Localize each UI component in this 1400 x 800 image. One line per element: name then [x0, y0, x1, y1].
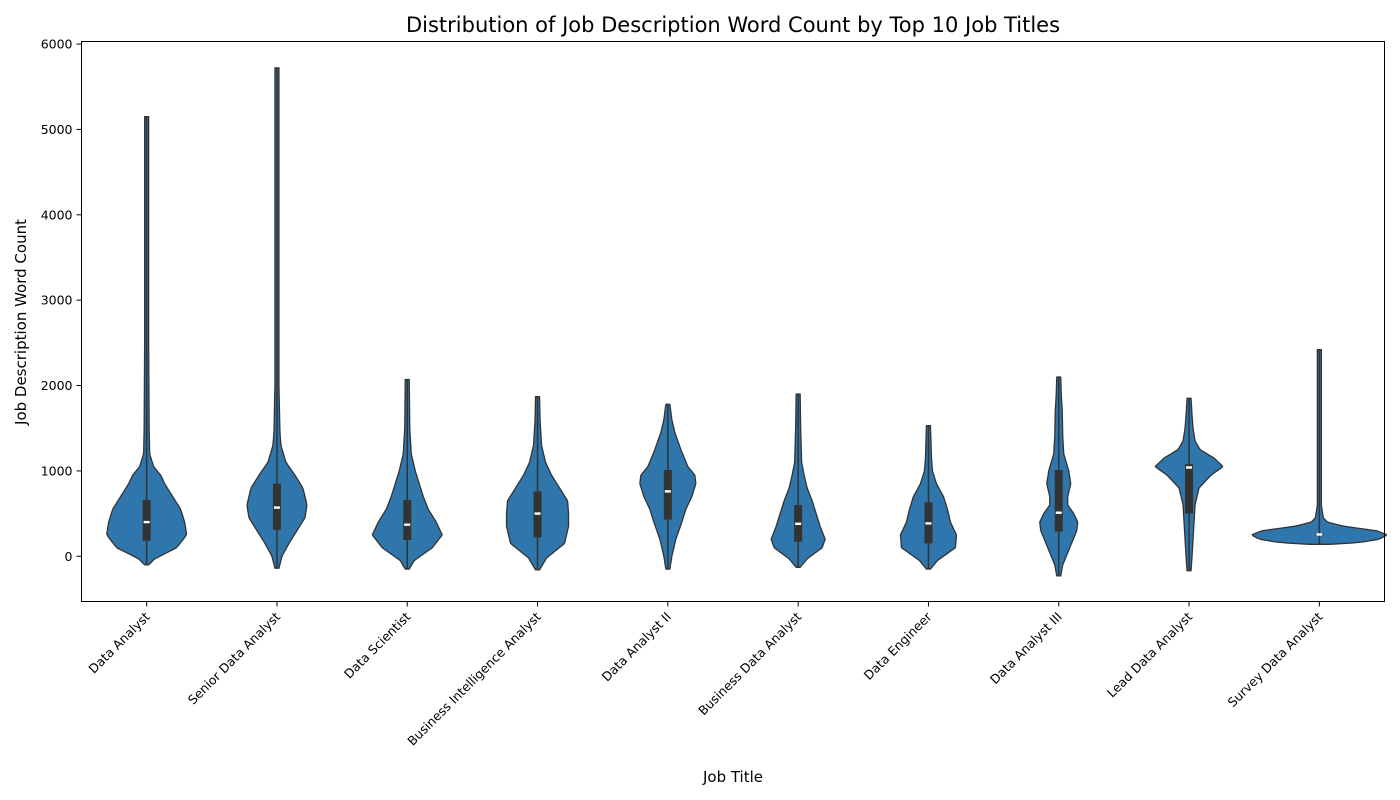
y-tick-label: 0	[65, 549, 73, 564]
y-tick-label: 6000	[41, 37, 73, 52]
violin-median	[404, 523, 411, 526]
violin-iqr-box	[1185, 464, 1194, 514]
plot-frame	[81, 41, 1385, 602]
y-tick-label: 3000	[41, 293, 73, 308]
violin-survey-data-analyst	[1251, 349, 1388, 545]
violin-median	[1055, 511, 1062, 514]
violin-median	[1316, 533, 1323, 536]
violin-median	[795, 522, 802, 526]
x-tick-label: Data Analyst II	[599, 609, 674, 684]
y-tick-label: 4000	[41, 207, 73, 222]
violin-business-intelligence-analyst	[505, 395, 570, 571]
x-tick-label: Data Scientist	[341, 609, 414, 682]
y-tick-label: 1000	[41, 463, 73, 478]
violin-median	[273, 506, 280, 509]
x-axis-label: Job Title	[702, 768, 763, 786]
violin-iqr-box	[142, 499, 151, 541]
y-axis: 0 1000 2000 3000 4000 5000 6000	[41, 37, 82, 564]
violin-iqr-box	[663, 470, 672, 520]
x-tick-label: Senior Data Analyst	[185, 609, 283, 707]
violin-median	[925, 522, 932, 525]
violin-median	[664, 490, 671, 493]
x-tick-label: Business Data Analyst	[695, 609, 804, 718]
x-axis: Data Analyst Senior Data Analyst Data Scie…	[85, 601, 1326, 749]
x-tick-label: Lead Data Analyst	[1104, 609, 1195, 700]
violin-median	[1186, 466, 1193, 469]
x-tick-label: Data Analyst III	[987, 609, 1065, 687]
violin-data-scientist	[371, 378, 443, 570]
violin-iqr-box	[403, 499, 412, 541]
violins-layer	[106, 67, 1388, 577]
violin-data-analyst-ii	[639, 403, 697, 570]
violin-senior-data-analyst	[246, 67, 308, 569]
violin-data-analyst	[106, 115, 188, 566]
y-tick-label: 5000	[41, 122, 73, 137]
violin-iqr-box	[1054, 470, 1063, 532]
x-tick-label: Survey Data Analyst	[1225, 609, 1326, 710]
x-tick-label: Business Intelligence Analyst	[404, 609, 544, 749]
violin-data-engineer	[899, 425, 958, 570]
x-tick-label: Data Engineer	[861, 608, 935, 682]
violin-median	[534, 512, 541, 515]
y-tick-label: 2000	[41, 378, 73, 393]
chart-title: Distribution of Job Description Word Cou…	[406, 13, 1060, 37]
violin-data-analyst-iii	[1039, 376, 1079, 577]
violin-median	[143, 520, 150, 524]
violin-lead-data-analyst	[1154, 397, 1224, 572]
x-tick-label: Data Analyst	[85, 609, 152, 676]
y-axis-label: Job Description Word Count	[12, 219, 30, 426]
violin-business-data-analyst	[770, 393, 826, 568]
